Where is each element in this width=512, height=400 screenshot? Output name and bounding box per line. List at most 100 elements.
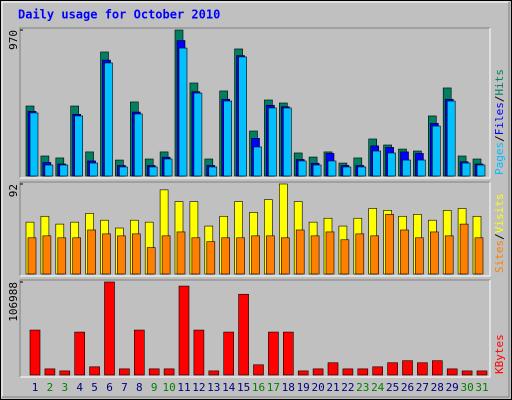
x-tick-label: 13 xyxy=(207,381,220,394)
panel-bevel xyxy=(20,182,491,277)
legend-separator: / xyxy=(493,135,506,142)
bar xyxy=(163,158,173,177)
bar xyxy=(400,229,409,275)
chart-title: Daily usage for October 2010 xyxy=(18,8,220,22)
x-tick-label: 29 xyxy=(446,381,459,394)
x-tick-label: 19 xyxy=(297,381,310,394)
x-tick-label: 8 xyxy=(136,381,143,394)
bar xyxy=(282,107,292,177)
bar xyxy=(280,237,290,275)
bar xyxy=(268,107,277,177)
bar xyxy=(461,370,473,376)
bar xyxy=(459,223,469,275)
bar xyxy=(474,237,484,275)
bar xyxy=(357,166,367,177)
legend-separator: / xyxy=(493,233,506,240)
x-tick-label: 24 xyxy=(371,381,385,394)
y-tick-label: 970 xyxy=(7,30,20,50)
x-tick-label: 15 xyxy=(237,381,250,394)
bar xyxy=(57,237,67,275)
x-tick-label: 26 xyxy=(401,381,414,394)
x-tick-label: 22 xyxy=(341,381,354,394)
bar xyxy=(87,229,96,275)
bar xyxy=(417,362,428,376)
bar xyxy=(163,368,175,376)
legend: Pages/Files/Hits xyxy=(493,69,506,175)
bar xyxy=(59,370,71,376)
bar xyxy=(387,362,398,376)
bar xyxy=(119,166,128,177)
bar xyxy=(104,281,115,376)
panel-bevel xyxy=(20,28,491,179)
bar xyxy=(355,233,365,275)
bar xyxy=(193,92,203,177)
bar xyxy=(148,368,160,376)
y-tick-label: 92 xyxy=(7,184,20,197)
bar xyxy=(297,160,307,177)
bar xyxy=(42,235,52,275)
bar xyxy=(312,368,324,376)
legend-entry: Files xyxy=(493,102,506,135)
bar xyxy=(325,231,335,275)
legend: KBytes xyxy=(493,334,506,374)
bar xyxy=(444,235,454,275)
bar xyxy=(148,166,158,177)
x-tick-label: 2 xyxy=(47,381,54,394)
bar xyxy=(253,364,264,376)
bar xyxy=(357,368,369,376)
x-tick-label: 27 xyxy=(416,381,429,394)
bar xyxy=(236,237,245,275)
x-tick-label: 14 xyxy=(222,381,236,394)
bar xyxy=(89,162,98,177)
x-tick-label: 7 xyxy=(121,381,128,394)
bar xyxy=(223,331,234,376)
bar xyxy=(268,331,279,376)
bar xyxy=(44,164,54,177)
bar xyxy=(461,162,471,177)
bar xyxy=(282,331,294,376)
bar xyxy=(312,164,322,177)
panel-bevel xyxy=(20,280,491,378)
bar xyxy=(206,241,216,275)
bar xyxy=(327,160,337,177)
bar xyxy=(385,214,394,275)
bar xyxy=(44,368,56,376)
bar xyxy=(104,62,113,177)
x-tick-label: 25 xyxy=(386,381,399,394)
bar xyxy=(191,237,201,275)
x-tick-label: 31 xyxy=(475,381,488,394)
bar xyxy=(59,164,69,177)
bar xyxy=(223,100,232,177)
bar xyxy=(446,368,458,376)
bar xyxy=(132,233,141,275)
bar xyxy=(476,370,488,376)
bar xyxy=(117,235,126,275)
bar xyxy=(178,47,188,177)
legend-separator: / xyxy=(493,96,506,103)
bar xyxy=(119,368,130,376)
bar xyxy=(208,166,218,177)
x-tick-label: 30 xyxy=(460,381,473,394)
x-tick-label: 11 xyxy=(177,381,190,394)
bar xyxy=(295,229,305,275)
bar xyxy=(370,235,380,275)
bar xyxy=(402,159,411,177)
bar xyxy=(297,370,309,376)
x-tick-label: 5 xyxy=(91,381,98,394)
bar xyxy=(327,362,339,376)
bar xyxy=(102,233,111,275)
bar xyxy=(415,237,424,275)
x-tick-label: 12 xyxy=(192,381,205,394)
x-tick-label: 28 xyxy=(431,381,444,394)
legend-entry: Pages xyxy=(493,142,506,175)
bar xyxy=(417,159,426,177)
bar xyxy=(221,237,230,275)
panel-bevel xyxy=(19,181,490,276)
legend-entry: Hits xyxy=(493,69,506,96)
x-tick-label: 3 xyxy=(61,381,68,394)
legend-entry: KBytes xyxy=(493,334,506,374)
bar xyxy=(134,329,145,376)
legend-entry: Sites xyxy=(493,240,506,273)
x-tick-label: 9 xyxy=(151,381,158,394)
